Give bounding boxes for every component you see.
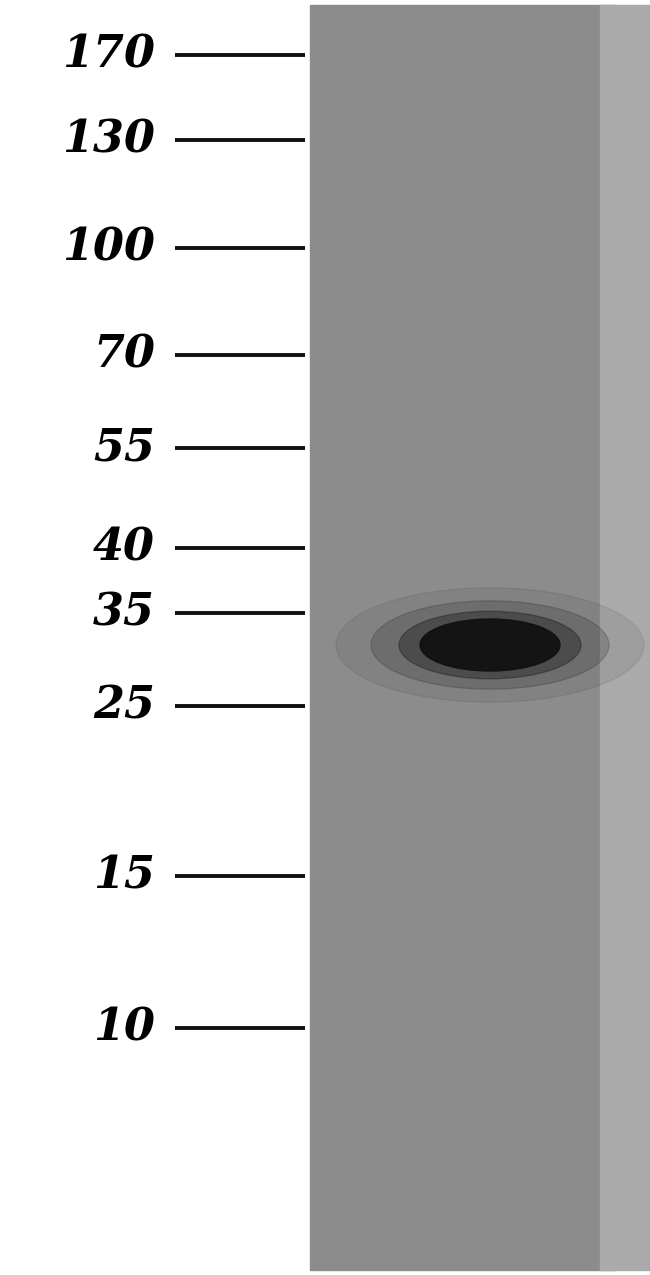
Text: 130: 130 bbox=[62, 119, 155, 162]
Text: 10: 10 bbox=[93, 1006, 155, 1049]
Ellipse shape bbox=[420, 618, 560, 671]
Text: 35: 35 bbox=[93, 592, 155, 635]
Text: 40: 40 bbox=[93, 527, 155, 570]
Bar bbox=[310, 5, 615, 1270]
Text: 55: 55 bbox=[93, 427, 155, 469]
Text: 70: 70 bbox=[93, 334, 155, 376]
Text: 170: 170 bbox=[62, 33, 155, 76]
Ellipse shape bbox=[336, 588, 644, 703]
Text: 100: 100 bbox=[62, 227, 155, 269]
Text: 25: 25 bbox=[93, 685, 155, 728]
Bar bbox=[600, 5, 650, 1270]
Text: 15: 15 bbox=[93, 854, 155, 898]
Ellipse shape bbox=[399, 611, 581, 678]
Ellipse shape bbox=[371, 601, 609, 690]
